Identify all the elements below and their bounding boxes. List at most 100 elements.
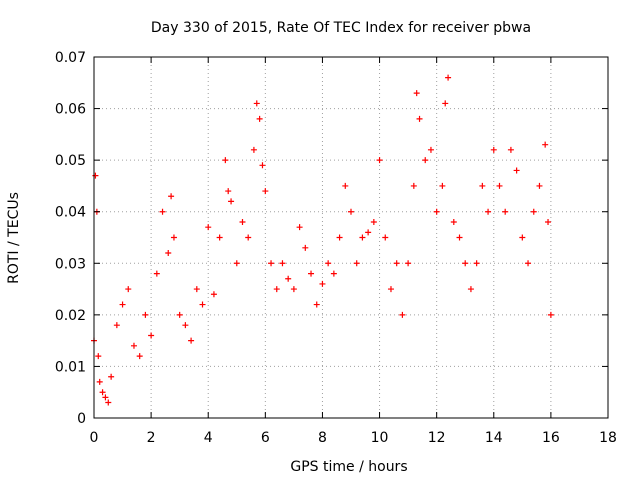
data-point [519, 234, 526, 241]
data-point [302, 244, 309, 251]
data-point [450, 219, 457, 226]
data-point [313, 301, 320, 308]
data-point [148, 332, 155, 339]
x-tick-label: 12 [428, 430, 446, 446]
data-point [547, 311, 554, 318]
data-point [545, 219, 552, 226]
data-point [473, 260, 480, 267]
data-point [330, 270, 337, 277]
data-point [279, 260, 286, 267]
x-tick-label: 2 [147, 430, 156, 446]
data-point [353, 260, 360, 267]
data-point [427, 146, 434, 153]
data-point [165, 249, 172, 256]
data-point [199, 301, 206, 308]
chart-title: Day 330 of 2015, Rate Of TEC Index for r… [151, 20, 531, 36]
data-point [485, 208, 492, 215]
data-point [336, 234, 343, 241]
data-point [273, 286, 280, 293]
data-point [439, 182, 446, 189]
data-point [225, 188, 232, 195]
data-point [216, 234, 223, 241]
tick-labels: 0 2 4 6 8 10 12 14 16 18 0 0.01 0.02 0.03 0.04 0.05 0.06… [55, 50, 617, 446]
y-tick-label: 0.01 [55, 359, 86, 375]
data-point [245, 234, 252, 241]
data-point [285, 275, 292, 282]
data-point [413, 90, 420, 97]
data-point [142, 311, 149, 318]
data-point [513, 167, 520, 174]
x-tick-label: 16 [542, 430, 560, 446]
x-tick-label: 6 [261, 430, 270, 446]
x-tick-label: 18 [599, 430, 617, 446]
y-tick-label: 0.02 [55, 308, 86, 324]
data-point [410, 182, 417, 189]
data-point [205, 224, 212, 231]
data-point [182, 322, 189, 329]
data-point [290, 286, 297, 293]
data-point [467, 286, 474, 293]
data-point [502, 208, 509, 215]
y-tick-label: 0.07 [55, 50, 86, 66]
data-point [108, 373, 115, 380]
axis-ticks [93, 56, 609, 419]
data-point [393, 260, 400, 267]
data-point [296, 224, 303, 231]
data-point [456, 234, 463, 241]
data-point [405, 260, 412, 267]
data-point [382, 234, 389, 241]
y-tick-label: 0.03 [55, 256, 86, 272]
data-point [433, 208, 440, 215]
data-point [95, 353, 102, 360]
data-point [170, 234, 177, 241]
x-tick-label: 4 [204, 430, 213, 446]
data-point [105, 399, 112, 406]
data-point [188, 337, 195, 344]
data-point [536, 182, 543, 189]
data-point [479, 182, 486, 189]
data-point [422, 157, 429, 164]
data-point [168, 193, 175, 200]
data-point [496, 182, 503, 189]
data-point [542, 141, 549, 148]
data-point [136, 353, 143, 360]
data-point [319, 280, 326, 287]
y-tick-label: 0 [77, 411, 86, 427]
data-point [250, 146, 257, 153]
data-point [387, 286, 394, 293]
data-point [342, 182, 349, 189]
x-tick-label: 0 [90, 430, 99, 446]
y-tick-label: 0.06 [55, 102, 86, 118]
data-point [507, 146, 514, 153]
data-point [125, 286, 132, 293]
data-point [399, 311, 406, 318]
x-axis-label: GPS time / hours [290, 459, 407, 475]
data-point [228, 198, 235, 205]
x-tick-label: 14 [485, 430, 503, 446]
data-point [442, 100, 449, 107]
data-point [268, 260, 275, 267]
data-point [262, 188, 269, 195]
x-tick-label: 8 [318, 430, 327, 446]
data-point [359, 234, 366, 241]
data-point [462, 260, 469, 267]
data-point [239, 219, 246, 226]
y-tick-label: 0.05 [55, 153, 86, 169]
data-point [490, 146, 497, 153]
y-axis-label: ROTI / TECUs [6, 192, 22, 284]
data-point [525, 260, 532, 267]
data-point [130, 342, 137, 349]
data-point [530, 208, 537, 215]
data-point [119, 301, 126, 308]
data-point [96, 378, 103, 385]
data-point [445, 74, 452, 81]
data-point [113, 322, 120, 329]
data-point [102, 394, 109, 401]
y-tick-label: 0.04 [55, 205, 86, 221]
data-point [348, 208, 354, 215]
data-point [222, 157, 229, 164]
x-tick-label: 10 [371, 430, 389, 446]
data-point [365, 229, 372, 236]
